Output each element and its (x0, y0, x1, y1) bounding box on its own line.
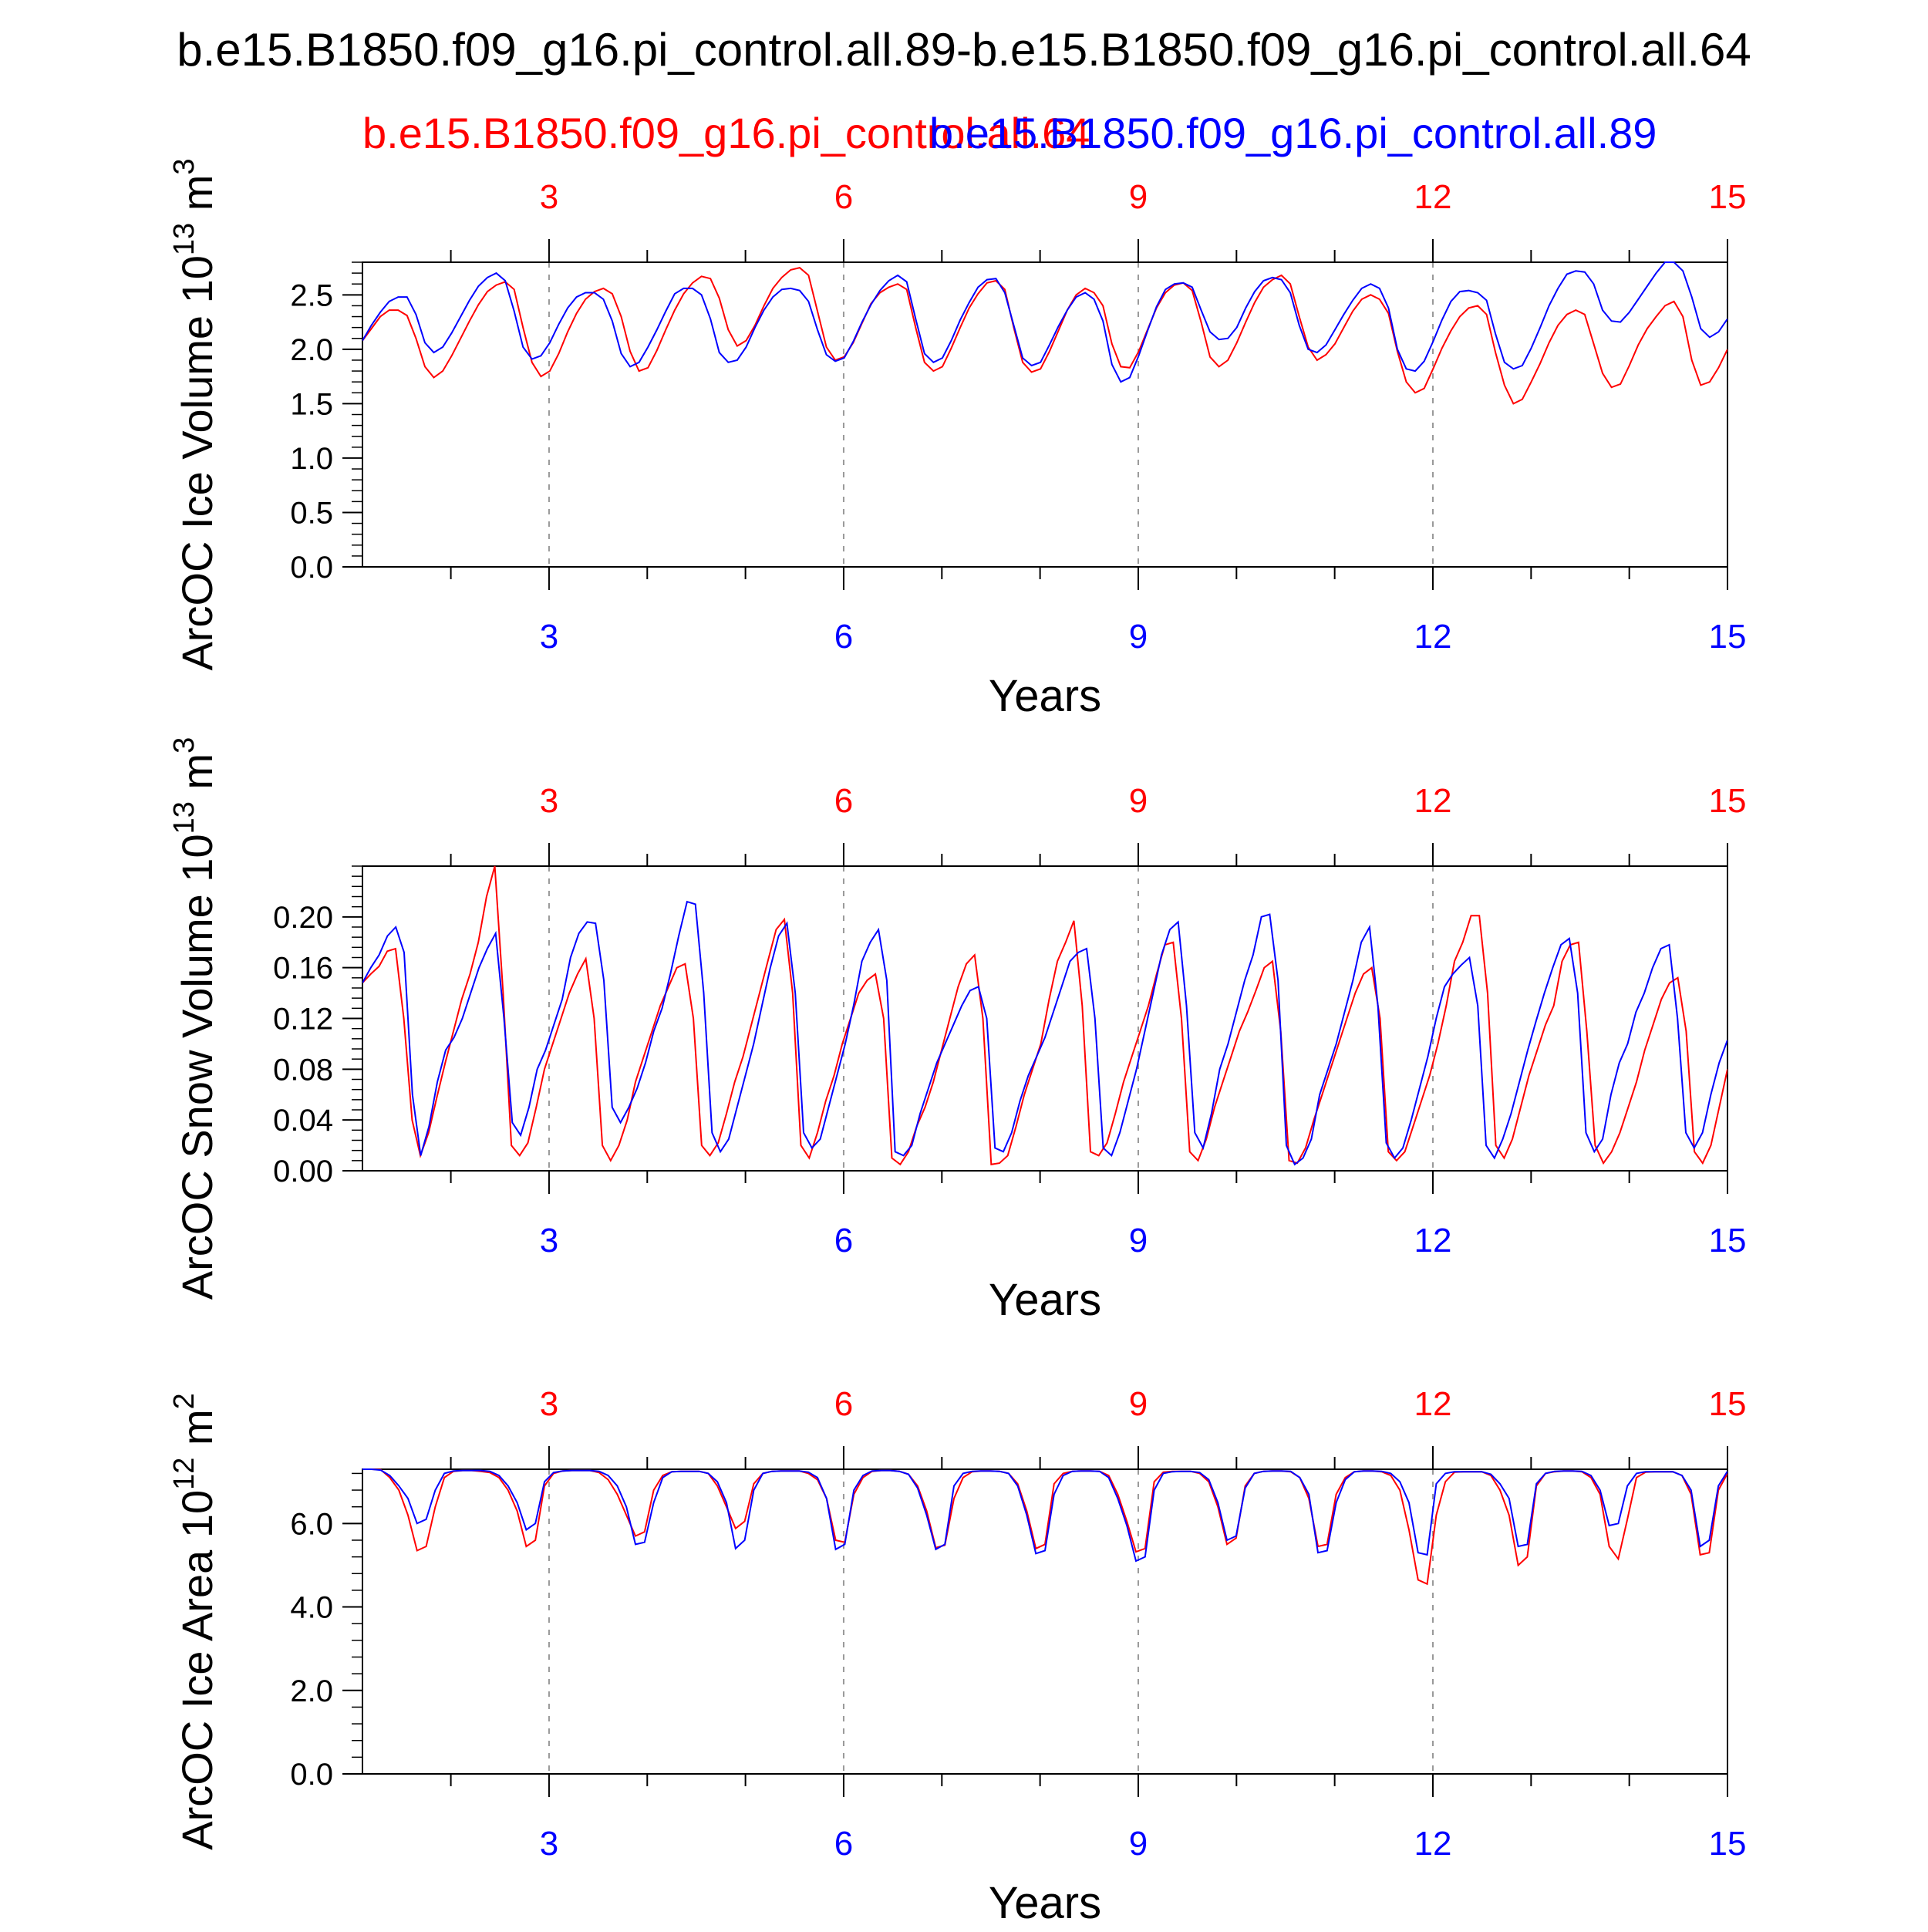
y-tick-label: 4.0 (290, 1591, 333, 1625)
y-axis-title: ArcOC Snow Volume 1013 m3 (168, 737, 221, 1300)
x-tick-label-bottom: 9 (1129, 1222, 1148, 1259)
x-tick-label-bottom: 12 (1414, 618, 1452, 656)
series-line-case-89 (362, 1468, 1727, 1563)
y-tick-label: 0.08 (273, 1053, 333, 1087)
x-tick-label-bottom: 3 (540, 1222, 558, 1259)
y-tick-label: 2.5 (290, 278, 333, 312)
panel-3: 0.0 2.0 4.0 6.0 3 6 9 12 15 3 6 9 12 15 Years ArcOC Ice… (168, 1385, 1746, 1928)
x-tick-label-bottom: 9 (1129, 618, 1148, 656)
x-tick-label-bottom: 6 (834, 1222, 853, 1259)
legend-case-64: b.e15.B1850.f09_g16.pi_control.all.64 (362, 109, 1090, 157)
x-tick-label-bottom: 15 (1709, 618, 1747, 656)
x-tick-label-top: 9 (1129, 178, 1148, 216)
x-tick-label-top: 3 (540, 178, 558, 216)
x-tick-label-top: 15 (1709, 782, 1747, 820)
x-tick-label-top: 3 (540, 1385, 558, 1423)
x-tick-label-top: 12 (1414, 178, 1452, 216)
series-line-case-64 (362, 267, 1727, 405)
x-tick-label-bottom: 12 (1414, 1222, 1452, 1259)
y-tick-label: 0.12 (273, 1003, 333, 1037)
y-tick-label: 0.20 (273, 901, 333, 935)
x-axis-title: Years (989, 1275, 1101, 1325)
panel-2: 0.00 0.04 0.08 0.12 0.16 0.20 3 6 9 12 15 3 6 9 12 15 Ye… (168, 737, 1746, 1325)
y-tick-label: 2.0 (290, 1674, 333, 1708)
y-tick-label: 2.0 (290, 333, 333, 367)
x-tick-label-top: 9 (1129, 782, 1148, 820)
y-tick-label: 6.0 (290, 1507, 333, 1541)
series-line-case-64 (362, 865, 1727, 1166)
x-tick-label-top: 12 (1414, 1385, 1452, 1423)
x-tick-label-bottom: 6 (834, 1825, 853, 1863)
x-axis-title: Years (989, 1878, 1101, 1928)
x-tick-label-top: 6 (834, 178, 853, 216)
x-tick-label-top: 3 (540, 782, 558, 820)
y-tick-label: 1.0 (290, 442, 333, 476)
y-tick-label: 0.0 (290, 1758, 333, 1792)
x-tick-label-bottom: 15 (1709, 1825, 1747, 1863)
x-tick-label-bottom: 3 (540, 618, 558, 656)
x-tick-label-bottom: 9 (1129, 1825, 1148, 1863)
y-tick-label: 0.0 (290, 551, 333, 585)
x-tick-label-top: 6 (834, 782, 853, 820)
x-tick-label-top: 15 (1709, 1385, 1747, 1423)
series-line-case-89 (362, 261, 1727, 383)
y-axis-title: ArcOC Ice Area 1012 m2 (168, 1393, 221, 1850)
y-tick-label: 0.5 (290, 496, 333, 530)
x-tick-label-top: 12 (1414, 782, 1452, 820)
y-tick-label: 1.5 (290, 387, 333, 421)
plot-frame (362, 1468, 1728, 1775)
legend-case-89: b.e15.B1850.f09_g16.pi_control.all.89 (929, 109, 1657, 157)
y-tick-label: 0.04 (273, 1104, 333, 1138)
x-tick-label-bottom: 12 (1414, 1825, 1452, 1863)
x-tick-label-top: 6 (834, 1385, 853, 1423)
series-line-case-89 (362, 900, 1727, 1166)
x-tick-label-bottom: 3 (540, 1825, 558, 1863)
y-axis-title: ArcOC Ice Volume 1013 m3 (168, 158, 221, 670)
series-line-case-64 (362, 1468, 1727, 1586)
y-tick-label: 0.16 (273, 952, 333, 986)
x-tick-label-bottom: 6 (834, 618, 853, 656)
panel-1: 0.0 0.5 1.0 1.5 2.0 2.5 3 6 9 12 15 3 6 9 12 15 Years Arc… (168, 158, 1746, 721)
figure-title: b.e15.B1850.f09_g16.pi_control.all.89-b.… (177, 24, 1751, 76)
x-tick-label-top: 9 (1129, 1385, 1148, 1423)
x-tick-label-bottom: 15 (1709, 1222, 1747, 1259)
y-tick-label: 0.00 (273, 1155, 333, 1189)
x-tick-label-top: 15 (1709, 178, 1747, 216)
x-axis-title: Years (989, 671, 1101, 721)
